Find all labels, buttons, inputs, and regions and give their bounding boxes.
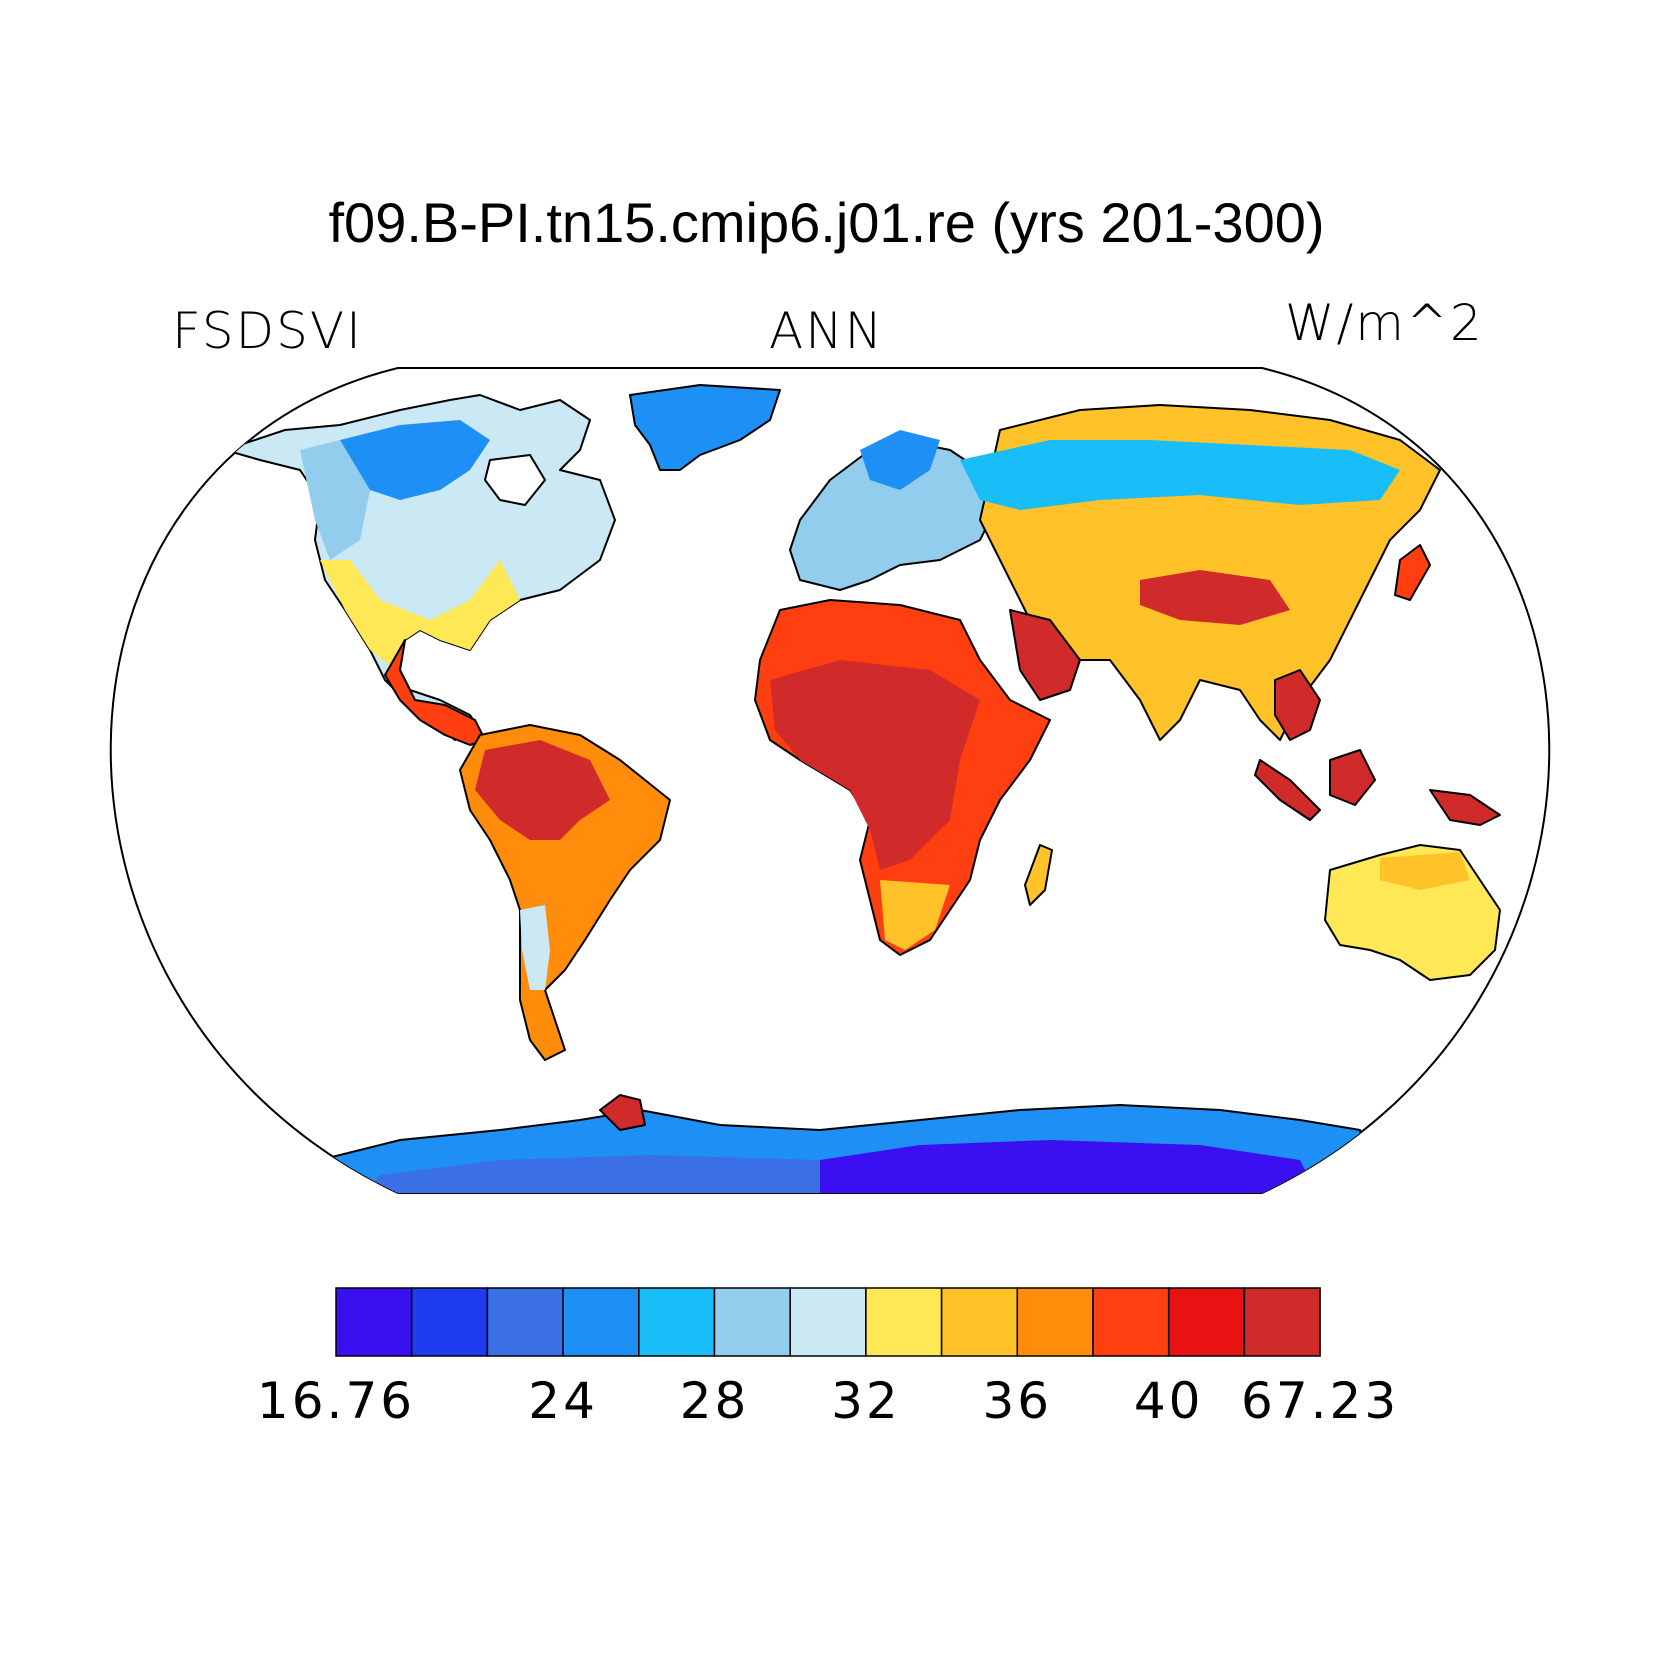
antarctica-mid — [360, 1155, 820, 1193]
antarctica-deep — [820, 1140, 1320, 1193]
colorbar-tick-label: 67.23 — [1241, 1372, 1399, 1430]
antarctic-peninsula — [599, 1094, 646, 1131]
colorbar-box — [410, 1287, 489, 1357]
map-title: f09.B-PI.tn15.cmip6.j01.re (yrs 201-300) — [328, 191, 1325, 254]
colorbar-box — [335, 1287, 413, 1357]
colorbar-box — [1243, 1287, 1321, 1357]
variable-label: FSDSVI — [172, 302, 363, 360]
greenland — [629, 384, 781, 471]
colorbar-tick-label: 40 — [1134, 1372, 1204, 1430]
new-zealand — [1504, 959, 1550, 1021]
colorbar-tick-label: 36 — [982, 1372, 1052, 1430]
japan — [1394, 544, 1431, 601]
colorbar: 16.76 24 28 32 36 40 67.23 — [257, 1287, 1399, 1430]
madagascar — [1024, 844, 1053, 906]
hudson-bay — [484, 454, 546, 506]
north-america-blue — [340, 420, 490, 500]
new-guinea — [1429, 789, 1501, 826]
colorbar-box — [865, 1287, 943, 1357]
colorbar-box — [638, 1287, 716, 1357]
colorbar-box — [940, 1287, 1019, 1357]
australia-north — [1380, 852, 1470, 890]
colorbar-box — [1092, 1287, 1170, 1357]
scandinavia — [860, 430, 940, 490]
siberia-blue — [960, 440, 1400, 510]
africa-core — [770, 660, 980, 870]
arabia — [1009, 609, 1081, 701]
colorbar-tick-label: 28 — [680, 1372, 750, 1430]
colorbar-box — [1016, 1287, 1094, 1357]
south-america-red — [475, 740, 610, 840]
colorbar-box — [486, 1287, 564, 1357]
colorbar-box — [562, 1287, 640, 1357]
south-america-south — [520, 905, 550, 990]
colorbar-box — [1167, 1287, 1246, 1357]
southeast-asia — [1274, 669, 1321, 741]
north-america-yellow — [320, 560, 520, 670]
units-label: W/m^2 — [1285, 294, 1484, 352]
north-america-light-blue — [300, 440, 370, 560]
tibet-red — [1140, 570, 1290, 625]
africa-south — [880, 880, 950, 950]
season-label: ANN — [768, 302, 884, 360]
colorbar-tick-label: 24 — [528, 1372, 598, 1430]
sumatra — [1254, 759, 1321, 821]
colorbar-box — [789, 1287, 867, 1357]
colorbar-tick-label: 32 — [831, 1372, 901, 1430]
colorbar-box — [713, 1287, 791, 1357]
colorbar-tick-label: 16.76 — [257, 1372, 415, 1430]
borneo — [1329, 749, 1376, 806]
